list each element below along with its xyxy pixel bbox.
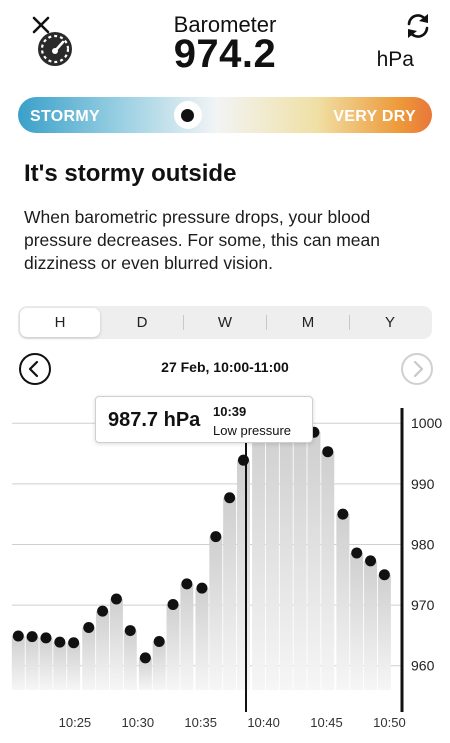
y-tick-label: 970 bbox=[411, 597, 435, 613]
app-title: Barometer bbox=[173, 12, 277, 37]
pressure-bar bbox=[39, 637, 53, 690]
refresh-button[interactable] bbox=[402, 10, 434, 42]
pressure-bar bbox=[209, 536, 223, 690]
scale-marker-dot bbox=[181, 109, 195, 122]
y-tick-label: 1000 bbox=[411, 415, 442, 431]
pressure-bar bbox=[364, 560, 378, 690]
pressure-point[interactable] bbox=[378, 569, 390, 581]
pressure-point[interactable] bbox=[110, 593, 122, 605]
chevron-right-icon bbox=[413, 360, 424, 378]
pressure-reading: 974.2 bbox=[173, 32, 277, 76]
pressure-bar bbox=[279, 432, 293, 690]
pressure-bar bbox=[377, 574, 391, 690]
tooltip-time: 10:39 bbox=[213, 404, 247, 419]
gauge-icon bbox=[36, 30, 74, 68]
pressure-point[interactable] bbox=[83, 622, 95, 634]
pressure-point[interactable] bbox=[237, 454, 249, 466]
pressure-bar bbox=[195, 588, 209, 690]
y-tick-label: 990 bbox=[411, 476, 435, 492]
pressure-bar bbox=[252, 421, 266, 690]
time-range-tabs: H D W M Y bbox=[18, 306, 432, 339]
date-range-label: 27 Feb, 10:00-11:00 bbox=[161, 359, 289, 375]
pressure-bar bbox=[82, 627, 96, 690]
pressure-point[interactable] bbox=[153, 635, 165, 647]
close-icon bbox=[32, 16, 50, 34]
pressure-point[interactable] bbox=[210, 531, 222, 543]
tab-day[interactable]: D bbox=[136, 314, 148, 331]
pressure-bar bbox=[307, 432, 321, 690]
pressure-bar bbox=[293, 432, 307, 690]
pressure-bar bbox=[336, 514, 350, 690]
pressure-point[interactable] bbox=[322, 446, 334, 458]
x-tick-label: 10:35 bbox=[184, 715, 217, 730]
status-headline: It's stormy outside bbox=[24, 160, 237, 187]
pressure-point[interactable] bbox=[54, 636, 66, 648]
y-tick-label: 960 bbox=[411, 658, 435, 674]
pressure-point[interactable] bbox=[139, 652, 151, 664]
tooltip-status: Low pressure bbox=[213, 423, 292, 438]
pressure-bar bbox=[11, 636, 25, 690]
pressure-point[interactable] bbox=[124, 625, 136, 637]
pressure-bar bbox=[180, 583, 194, 690]
pressure-bar bbox=[236, 460, 250, 690]
pressure-point[interactable] bbox=[97, 605, 109, 617]
tab-month[interactable]: M bbox=[301, 314, 315, 331]
pressure-bar bbox=[53, 642, 67, 690]
chevron-left-icon bbox=[28, 360, 39, 378]
pressure-point[interactable] bbox=[224, 492, 236, 504]
tab-year[interactable]: Y bbox=[384, 314, 395, 331]
pressure-bar bbox=[138, 657, 152, 690]
scale-label-stormy: STORMY bbox=[30, 108, 100, 125]
refresh-icon bbox=[407, 14, 429, 38]
scale-label-very-dry: VERY DRY bbox=[333, 108, 416, 125]
y-tick-label: 980 bbox=[411, 536, 435, 552]
x-tick-label: 10:25 bbox=[59, 715, 92, 730]
pressure-point[interactable] bbox=[351, 547, 363, 559]
pressure-point[interactable] bbox=[12, 630, 24, 642]
pressure-bar bbox=[265, 425, 279, 690]
status-description: When barometric pressure drops, your blo… bbox=[24, 207, 380, 273]
tab-separator bbox=[266, 315, 267, 330]
pressure-point[interactable] bbox=[26, 631, 38, 643]
next-range-button[interactable] bbox=[401, 353, 433, 385]
pressure-scale-bar bbox=[18, 97, 432, 133]
pressure-point[interactable] bbox=[40, 632, 52, 644]
selected-value-tooltip: 987.7 hPa 10:39 Low pressure bbox=[95, 396, 313, 443]
pressure-bar bbox=[96, 611, 110, 690]
x-tick-label: 10:50 bbox=[373, 715, 406, 730]
pressure-point[interactable] bbox=[167, 599, 179, 610]
tab-separator bbox=[349, 315, 350, 330]
pressure-bar bbox=[67, 642, 81, 690]
x-tick-label: 10:40 bbox=[247, 715, 280, 730]
pressure-bar bbox=[123, 630, 137, 690]
pressure-point[interactable] bbox=[68, 637, 80, 649]
x-tick-label: 10:45 bbox=[310, 715, 343, 730]
pressure-bar bbox=[152, 641, 166, 690]
pressure-point[interactable] bbox=[196, 582, 208, 594]
pressure-chart[interactable]: 960 970 980 990 1000 10:25 10:30 10:35 10:40 10:4… bbox=[0, 380, 450, 743]
pressure-bar bbox=[350, 552, 364, 690]
tab-hour[interactable]: H bbox=[20, 308, 100, 337]
previous-range-button[interactable] bbox=[19, 353, 51, 385]
pressure-bar bbox=[109, 599, 123, 690]
pressure-point[interactable] bbox=[181, 578, 193, 590]
pressure-bar bbox=[166, 604, 180, 690]
x-tick-label: 10:30 bbox=[122, 715, 155, 730]
pressure-bar bbox=[25, 636, 39, 690]
pressure-bar bbox=[321, 451, 335, 690]
tooltip-value: 987.7 hPa bbox=[108, 409, 201, 431]
pressure-point[interactable] bbox=[365, 555, 377, 567]
pressure-bar bbox=[223, 497, 237, 690]
pressure-point[interactable] bbox=[337, 508, 349, 520]
pressure-unit: hPa bbox=[376, 48, 414, 71]
tab-separator bbox=[183, 315, 184, 330]
close-button[interactable] bbox=[28, 14, 54, 40]
tab-week[interactable]: W bbox=[217, 314, 233, 331]
